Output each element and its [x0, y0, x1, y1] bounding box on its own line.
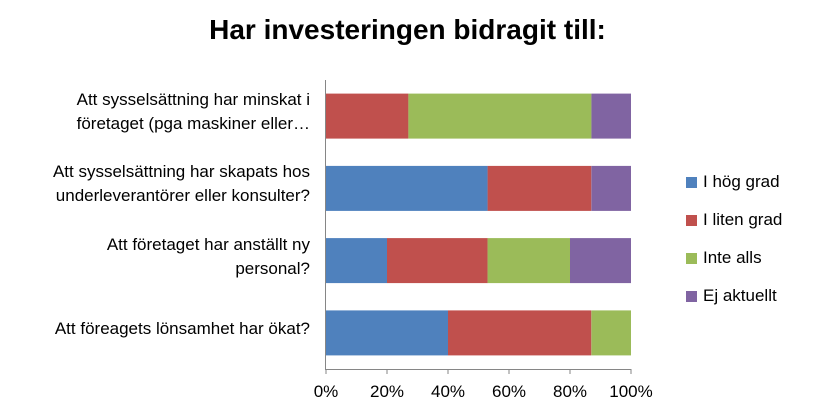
- x-tick-label: 0%: [313, 382, 339, 401]
- bar-segment-1-0: [326, 165, 488, 211]
- bar-segment-2-3: [570, 238, 631, 284]
- category-label-3: Att föreagets lönsamhet har ökat?: [10, 317, 310, 341]
- category-label-2: Att företaget har anställt ny personal?: [10, 233, 310, 281]
- legend-swatch: [686, 291, 697, 302]
- category-label-1: Att sysselsättning har skapats hos underl…: [10, 160, 310, 208]
- category-label-0: Att sysselsättning har minskat i företage…: [10, 88, 310, 136]
- bar-segment-3-0: [326, 310, 448, 356]
- legend-label: Inte alls: [703, 248, 762, 267]
- category-label-line: Att sysselsättning har minskat i: [76, 90, 310, 110]
- legend-label: Ej aktuellt: [703, 286, 777, 305]
- bar-segment-0-2: [408, 93, 592, 139]
- bar-segment-0-3: [591, 93, 631, 139]
- category-label-line: underleverantörer eller konsulter?: [55, 186, 310, 206]
- x-tick-label: 80%: [552, 382, 588, 401]
- x-tick-label: 40%: [430, 382, 466, 401]
- x-tick-label: 100%: [609, 382, 653, 401]
- category-label-line: företaget (pga maskiner eller…: [76, 114, 310, 134]
- bar-segment-3-2: [591, 310, 631, 356]
- bar-segment-2-2: [487, 238, 570, 284]
- legend-swatch: [686, 253, 697, 264]
- bar-segment-2-1: [387, 238, 488, 284]
- bar-segment-1-1: [487, 165, 592, 211]
- legend-label: I hög grad: [703, 172, 780, 191]
- category-label-line: Att företaget har anställt ny: [106, 234, 310, 254]
- category-label-line: Att sysselsättning har skapats hos: [52, 162, 310, 182]
- category-label-line: Att föreagets lönsamhet har ökat?: [54, 318, 310, 338]
- legend-swatch: [686, 177, 697, 188]
- bar-segment-1-3: [591, 165, 631, 211]
- bar-segment-3-1: [448, 310, 592, 356]
- bar-segment-2-0: [326, 238, 387, 284]
- legend-swatch: [686, 215, 697, 226]
- bar-segment-0-1: [326, 93, 409, 139]
- category-label-line: personal?: [235, 258, 310, 278]
- legend-label: I liten grad: [703, 210, 783, 229]
- x-tick-label: 60%: [491, 382, 527, 401]
- x-tick-label: 20%: [369, 382, 405, 401]
- chart-title: Har investeringen bidragit till:: [209, 14, 606, 45]
